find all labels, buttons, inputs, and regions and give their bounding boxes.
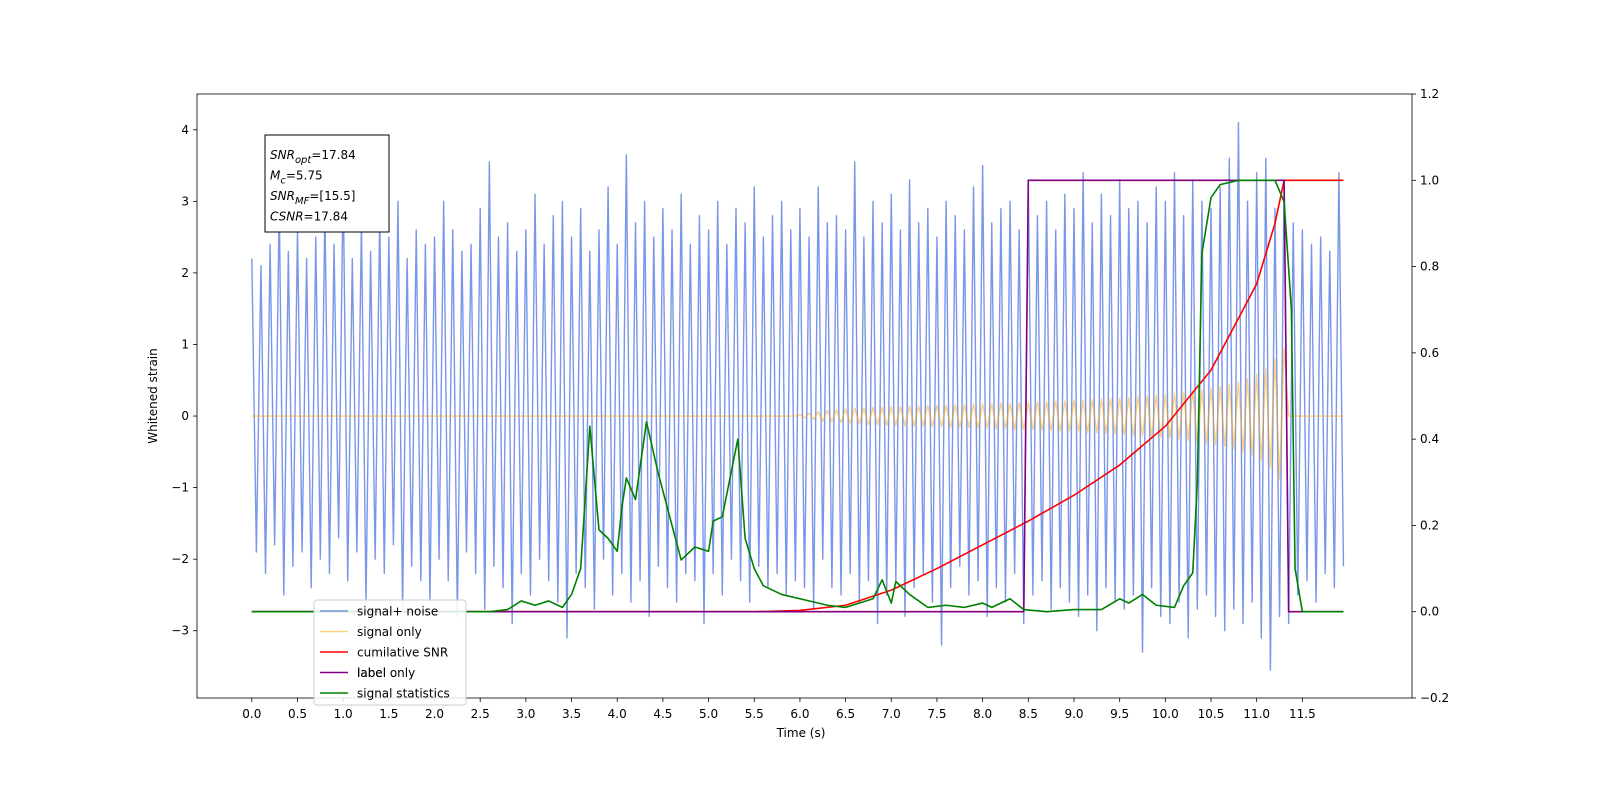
x-tick-label: 10.5: [1198, 707, 1225, 721]
y-axis-label: Whitened strain: [146, 348, 160, 444]
y-tick-label: −1: [171, 481, 189, 495]
y-tick-label: −2: [171, 552, 189, 566]
legend-label: signal only: [357, 625, 422, 639]
legend-label: signal statistics: [357, 687, 450, 701]
info-symbol: CSNR: [270, 210, 304, 224]
x-tick-label: 4.0: [608, 707, 627, 721]
axes-frame: [196, 93, 1413, 699]
x-tick-label: 9.5: [1110, 707, 1129, 721]
x-tick-label: 11.5: [1289, 707, 1316, 721]
x-tick-label: 6.0: [790, 707, 809, 721]
info-line: SNRopt=17.84: [270, 148, 356, 166]
y2-tick-label: 0.2: [1420, 518, 1439, 532]
series-line: [251, 179, 1344, 613]
info-line: Mc=5.75: [270, 169, 323, 187]
info-value: =5.75: [286, 169, 323, 183]
info-line: SNRMF=[15.5]: [270, 189, 355, 207]
legend-label: signal+ noise: [357, 605, 438, 619]
y2-tick-label: 0.6: [1420, 346, 1439, 360]
y-tick-label: 0: [181, 409, 189, 423]
x-axis-label: Time (s): [776, 726, 826, 740]
y2-tick-label: −0.2: [1420, 691, 1449, 705]
info-value: =17.84: [311, 148, 355, 162]
x-tick-label: 2.0: [425, 707, 444, 721]
x-tick-label: 11.0: [1243, 707, 1270, 721]
info-box: [264, 134, 390, 233]
series-line: [251, 179, 1344, 613]
x-tick-label: 8.0: [973, 707, 992, 721]
overlay: 0.0 0.5 1.0 1.5 2.0 2.5 3.0 3.5 4.0 4.5 5.0 5.5 6.0 6…: [171, 87, 1449, 721]
info-symbol: M: [270, 169, 281, 183]
y2-tick-label: 1.0: [1420, 173, 1439, 187]
info-subscript: c: [280, 176, 286, 187]
legend-label: label: [357, 666, 386, 680]
x-tick-label: 0.0: [242, 707, 261, 721]
info-subscript: opt: [295, 155, 312, 166]
info-value: =[15.5]: [309, 189, 355, 203]
info-line: CSNR=17.84: [270, 210, 348, 224]
legend-behind-text: label only: [357, 666, 415, 680]
y2-tick-label: 0.8: [1420, 260, 1439, 274]
legend-label: cumilative SNR: [357, 646, 448, 660]
series-line: [251, 121, 1345, 671]
x-tick-label: 5.5: [745, 707, 764, 721]
y2-tick-label: 1.2: [1420, 87, 1439, 101]
y-tick-label: −3: [171, 624, 189, 638]
x-tick-label: 2.5: [471, 707, 490, 721]
y2-tick-label: 0.0: [1420, 605, 1439, 619]
x-tick-label: 1.0: [334, 707, 353, 721]
info-value: =17.84: [304, 210, 348, 224]
plot-area: [251, 121, 1345, 671]
x-tick-label: 3.0: [516, 707, 535, 721]
x-tick-label: 8.5: [1019, 707, 1038, 721]
y-tick-label: 1: [181, 337, 189, 351]
info-symbol: SNR: [270, 189, 295, 203]
x-tick-label: 4.5: [653, 707, 672, 721]
y2-tick-label: 0.4: [1420, 432, 1439, 446]
x-tick-label: 0.5: [288, 707, 307, 721]
x-tick-label: 3.5: [562, 707, 581, 721]
x-tick-label: 6.5: [836, 707, 855, 721]
y-tick-label: 4: [181, 123, 189, 137]
x-tick-label: 7.0: [882, 707, 901, 721]
info-symbol: SNR: [270, 148, 295, 162]
series-line: [251, 179, 1344, 613]
y-tick-label: 2: [181, 266, 189, 280]
x-tick-label: 10.0: [1152, 707, 1179, 721]
y-tick-label: 3: [181, 194, 189, 208]
x-tick-label: 9.0: [1064, 707, 1083, 721]
legend-box: [313, 599, 467, 706]
x-tick-label: 1.5: [379, 707, 398, 721]
info-subscript: MF: [295, 196, 310, 207]
x-tick-label: 7.5: [927, 707, 946, 721]
x-tick-label: 5.0: [699, 707, 718, 721]
